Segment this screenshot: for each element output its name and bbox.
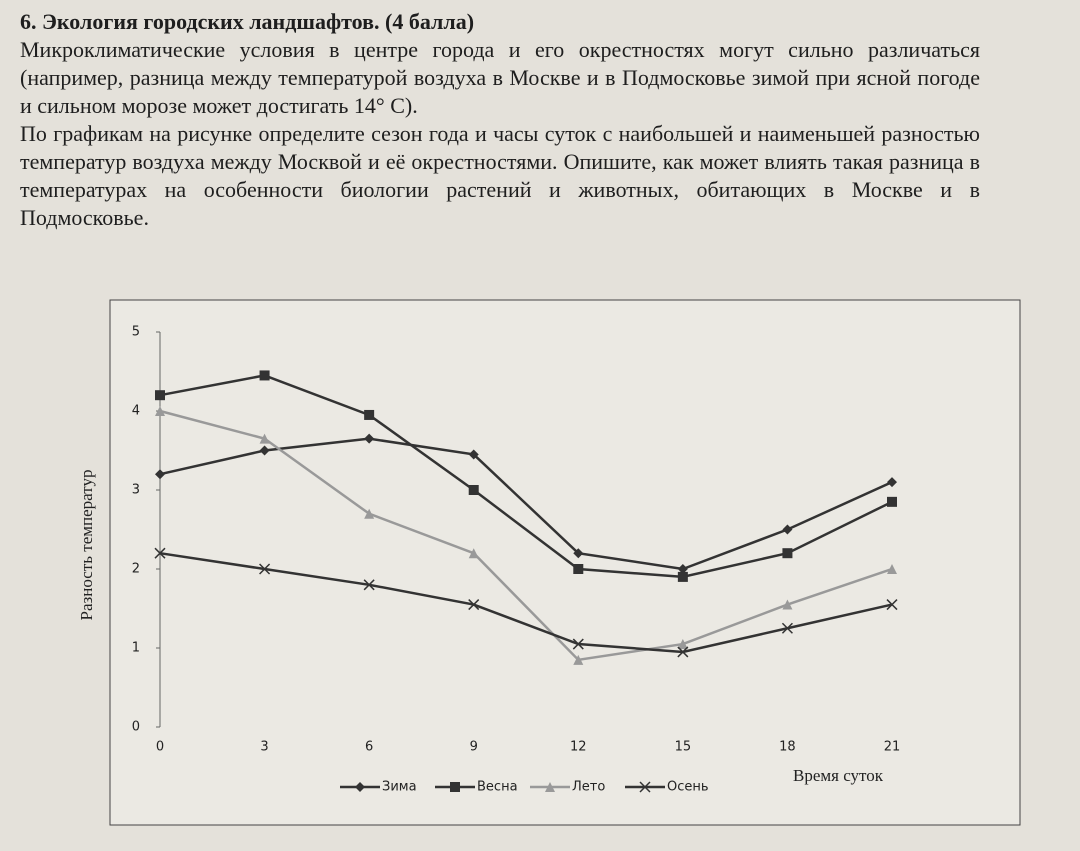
point — [573, 564, 584, 574]
point — [259, 433, 270, 444]
x-tick-label: 9 — [470, 740, 478, 755]
point — [782, 548, 793, 559]
point — [155, 406, 165, 416]
paragraph: Микроклиматические условия в центре горо… — [20, 37, 980, 118]
point — [677, 646, 689, 658]
document: 6. Экология городских ландшафтов. (4 бал… — [20, 8, 980, 232]
point — [887, 496, 897, 507]
point — [573, 654, 584, 665]
series-line — [159, 409, 893, 662]
y-tick-label: 0 — [132, 720, 140, 735]
point — [468, 485, 479, 495]
point — [364, 409, 375, 420]
paragraph: По графикам на рисунке определите сезон … — [20, 121, 980, 230]
point — [155, 469, 165, 480]
point — [450, 782, 460, 792]
point — [573, 548, 584, 559]
y-tick-label: 2 — [132, 562, 140, 577]
point — [887, 477, 897, 488]
x-tick-label: 6 — [365, 740, 373, 755]
chart-frame — [109, 299, 1021, 826]
x-tick-label: 15 — [675, 740, 692, 755]
x-tick-label: 0 — [156, 740, 164, 755]
y-tick-label: 1 — [132, 641, 140, 656]
point — [364, 433, 375, 444]
point — [355, 782, 365, 792]
point — [781, 622, 793, 634]
x-tick-label: 12 — [570, 740, 587, 755]
legend-label: Осень — [667, 780, 709, 795]
point — [782, 599, 793, 610]
y-tick-label: 4 — [132, 404, 140, 419]
y-tick-label: 5 — [132, 325, 140, 340]
heading: 6. Экология городских ландшафтов. (4 бал… — [20, 9, 475, 34]
point — [259, 563, 271, 575]
series-line — [159, 374, 893, 579]
legend-label: Весна — [477, 780, 518, 795]
point — [782, 524, 793, 535]
point — [259, 370, 270, 381]
point — [545, 782, 555, 792]
y-tick-label: 3 — [132, 483, 140, 498]
point — [468, 449, 479, 460]
point — [677, 571, 688, 582]
point — [887, 564, 897, 574]
x-tick-label: 3 — [260, 740, 268, 755]
point — [155, 390, 165, 401]
point — [154, 547, 166, 559]
x-tick-label: 18 — [779, 740, 796, 755]
legend-label: Лето — [572, 780, 605, 795]
point — [364, 508, 375, 519]
point — [677, 564, 688, 574]
point — [363, 579, 375, 591]
legend-label: Зима — [382, 780, 417, 795]
x-axis-label: Время суток — [793, 766, 884, 785]
series-line — [159, 437, 893, 571]
point — [572, 638, 584, 650]
point — [259, 445, 270, 456]
point — [886, 599, 898, 611]
point — [639, 781, 651, 793]
point — [677, 639, 688, 650]
series-line — [159, 551, 893, 654]
y-axis-label: Разность температур — [77, 470, 96, 621]
point — [468, 548, 479, 559]
point — [468, 599, 480, 611]
x-tick-label: 21 — [884, 740, 901, 755]
